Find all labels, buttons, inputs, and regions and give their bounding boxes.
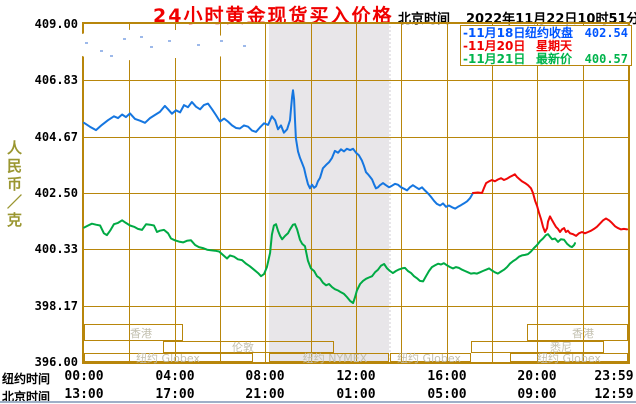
price-line xyxy=(472,173,629,237)
ny-time-tick: 12:00 xyxy=(336,369,376,384)
legend-label: 星期天 xyxy=(535,39,572,53)
y-tick-label: 396.00 xyxy=(34,355,78,369)
session-label: 纽约 Globex xyxy=(537,352,601,365)
legend-value: 400.57 xyxy=(584,52,628,66)
horizontal-gridline xyxy=(84,305,628,307)
y-axis-unit-label: 人民币／克 xyxy=(5,140,23,230)
bj-time-tick: 17:00 xyxy=(155,387,195,402)
session-label: 纽约 Globex xyxy=(136,352,200,365)
y-tick-label: 409.00 xyxy=(34,17,78,31)
ny-time-tick: 08:00 xyxy=(245,369,285,384)
legend-date: -11月21日 xyxy=(463,52,526,66)
legend-item: -11月18日 纽约收盘 402.54 xyxy=(463,27,628,40)
legend-item: -11月20日 星期天 xyxy=(463,40,628,53)
y-tick-label: 398.17 xyxy=(34,299,78,313)
page-title: 24小时黄金现货买入价格 xyxy=(153,5,394,27)
bj-time-tick: 05:00 xyxy=(427,387,467,402)
ny-time-axis-label: 纽约时间 xyxy=(2,372,51,386)
ny-time-tick: 20:00 xyxy=(517,369,557,384)
session-box xyxy=(269,353,390,362)
price-line xyxy=(83,219,576,304)
legend-label: 纽约收盘 xyxy=(525,26,574,40)
y-tick-label: 404.67 xyxy=(34,130,78,144)
bj-time-tick: 01:00 xyxy=(336,387,376,402)
bottom-divider xyxy=(0,401,636,403)
ny-time-tick: 16:00 xyxy=(427,369,467,384)
bj-time-tick: 13:00 xyxy=(64,387,104,402)
session-label: 香港 xyxy=(130,326,152,340)
session-box xyxy=(526,324,628,341)
session-box xyxy=(390,353,471,362)
session-box xyxy=(470,341,604,353)
erased-watermark xyxy=(70,29,254,61)
legend-item: -11月21日 最新价 400.57 xyxy=(463,53,628,66)
plot-area-border xyxy=(82,22,630,364)
session-label: 悉尼 xyxy=(550,341,572,354)
legend-date: -11月20日 xyxy=(463,39,526,53)
session-label: 纽约 NYMEX xyxy=(302,352,368,365)
session-label: 香港 xyxy=(572,326,594,340)
session-box xyxy=(84,324,184,341)
price-line xyxy=(83,89,474,210)
bj-time-tick: 12:59 xyxy=(594,387,634,402)
session-box xyxy=(509,353,628,362)
ny-time-tick: 00:00 xyxy=(64,369,104,384)
bj-time-axis-label: 北京时间 xyxy=(2,390,51,404)
ny-time-tick: 04:00 xyxy=(155,369,195,384)
bj-time-tick: 09:00 xyxy=(517,387,557,402)
horizontal-gridline xyxy=(84,249,628,251)
session-box xyxy=(163,341,334,353)
ny-time-tick: 23:59 xyxy=(594,369,634,384)
legend-value: 402.54 xyxy=(584,26,628,40)
legend-box: -11月18日 纽约收盘 402.54 -11月20日 星期天 -11月21日 最新价 400… xyxy=(460,25,632,66)
legend-label: 最新价 xyxy=(535,52,572,66)
bj-time-tick: 21:00 xyxy=(245,387,285,402)
session-label: 纽约 Globex xyxy=(397,352,461,365)
horizontal-gridline xyxy=(84,80,628,82)
y-tick-label: 406.83 xyxy=(34,73,78,87)
horizontal-gridline xyxy=(84,193,628,194)
y-tick-label: 402.50 xyxy=(34,186,78,200)
session-box xyxy=(84,353,254,362)
legend-date: -11月18日 xyxy=(463,26,526,40)
y-tick-label: 400.33 xyxy=(34,242,78,256)
session-label: 伦敦 xyxy=(232,341,254,354)
horizontal-gridline xyxy=(84,136,628,138)
